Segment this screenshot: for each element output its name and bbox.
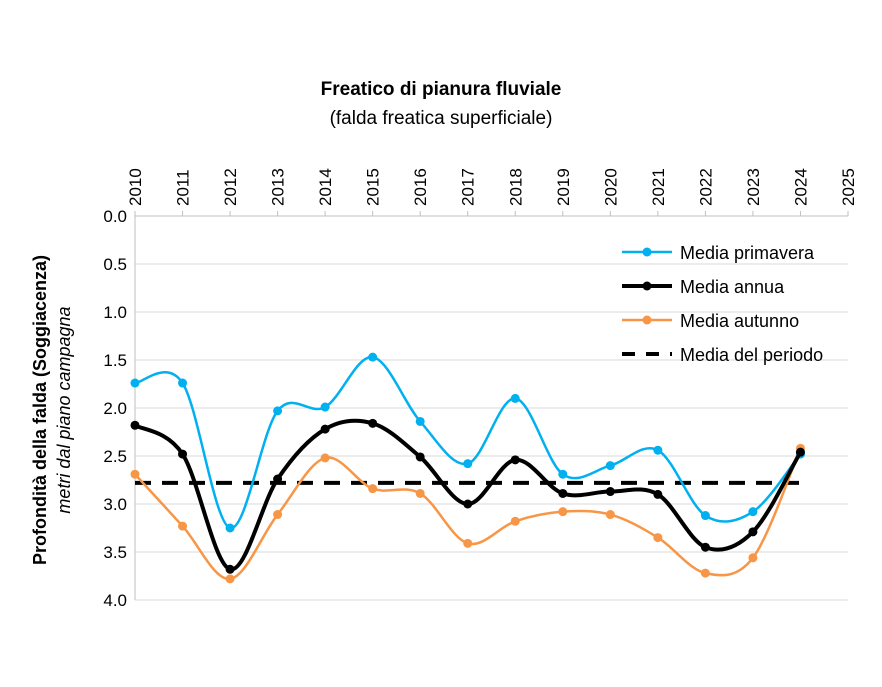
data-point — [510, 455, 520, 465]
x-tick-label: 2014 — [316, 168, 335, 206]
data-point — [700, 568, 710, 578]
data-point — [605, 487, 615, 497]
legend-label: Media autunno — [680, 311, 799, 331]
x-tick-label: 2016 — [411, 168, 430, 206]
x-tick-label: 2010 — [126, 168, 145, 206]
x-tick-label: 2011 — [174, 169, 193, 206]
data-point — [320, 424, 330, 434]
data-point — [130, 420, 140, 430]
y-tick-label: 1.0 — [103, 303, 127, 322]
data-point — [273, 510, 283, 520]
data-point — [748, 527, 758, 537]
data-point — [320, 453, 330, 463]
data-point — [558, 469, 568, 479]
data-point — [510, 393, 520, 403]
y-tick-label: 2.0 — [103, 399, 127, 418]
data-point — [700, 542, 710, 552]
series-line — [134, 447, 802, 581]
y-axis-sublabel: metri dal piano campagna — [54, 306, 74, 513]
y-tick-label: 3.0 — [103, 495, 127, 514]
data-point — [463, 499, 473, 509]
data-point — [130, 378, 140, 388]
data-point — [653, 489, 663, 499]
data-point — [700, 511, 710, 521]
legend-marker — [642, 281, 652, 291]
x-tick-label: 2012 — [221, 168, 240, 206]
legend-marker — [642, 247, 652, 257]
data-point — [415, 452, 425, 462]
y-tick-label: 1.5 — [103, 351, 127, 370]
data-point — [273, 474, 283, 484]
legend-label: Media primavera — [680, 243, 815, 263]
data-point — [320, 402, 330, 412]
x-tick-label: 2018 — [506, 168, 525, 206]
chart-title: Freatico di pianura fluviale — [321, 79, 562, 100]
data-point — [225, 564, 235, 574]
legend-marker — [642, 315, 652, 325]
data-point — [748, 553, 758, 563]
data-point — [130, 469, 140, 479]
data-point — [605, 510, 615, 520]
y-tick-label: 2.5 — [103, 447, 127, 466]
data-point — [463, 538, 473, 548]
chart-subtitle: (falda freatica superficiale) — [330, 108, 553, 129]
x-tick-label: 2024 — [791, 168, 810, 206]
data-point — [368, 418, 378, 428]
x-tick-label: 2023 — [744, 168, 763, 206]
data-point — [225, 574, 235, 584]
legend: Media primavera Media annua Media autunno M… — [622, 243, 823, 365]
y-tick-label: 3.5 — [103, 543, 127, 562]
x-tick-label: 2021 — [649, 168, 668, 206]
y-axis-label: Profondità della falda (Soggiacenza) — [30, 255, 50, 565]
data-point — [225, 523, 235, 533]
data-point — [510, 516, 520, 526]
data-point — [748, 507, 758, 517]
y-tick-label: 0.5 — [103, 255, 127, 274]
x-tick-label: 2019 — [554, 168, 573, 206]
legend-label: Media annua — [680, 277, 785, 297]
x-tick-label: 2015 — [364, 168, 383, 206]
data-point — [368, 484, 378, 494]
data-point — [178, 449, 188, 459]
data-point — [368, 352, 378, 362]
x-tick-label: 2020 — [601, 168, 620, 206]
x-tick-label: 2013 — [269, 168, 288, 206]
x-tick-label: 2025 — [839, 168, 858, 206]
data-point — [178, 521, 188, 531]
data-point — [463, 459, 473, 469]
y-tick-label: 4.0 — [103, 591, 127, 610]
data-point — [178, 378, 188, 388]
data-point — [558, 488, 568, 498]
data-point — [415, 488, 425, 498]
data-point — [653, 533, 663, 543]
data-point — [415, 416, 425, 426]
data-point — [273, 406, 283, 416]
x-tick-label: 2022 — [696, 168, 715, 206]
data-point — [653, 445, 663, 455]
legend-label: Media del periodo — [680, 345, 823, 365]
x-tick-label: 2017 — [459, 168, 478, 206]
y-tick-label: 0.0 — [103, 207, 127, 226]
data-point — [795, 447, 805, 457]
data-point — [605, 461, 615, 471]
data-point — [558, 507, 568, 517]
